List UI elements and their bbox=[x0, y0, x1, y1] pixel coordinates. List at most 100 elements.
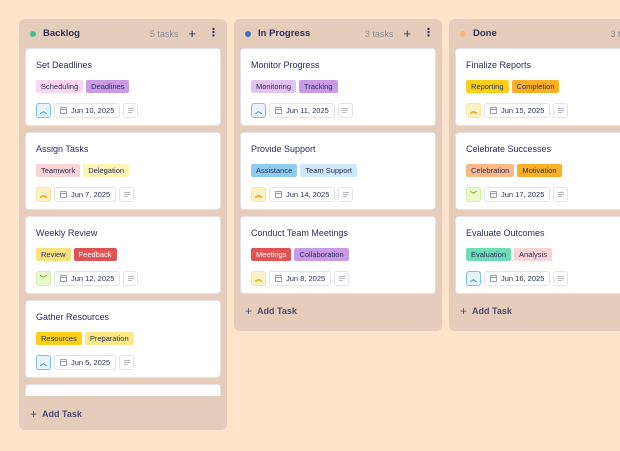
due-date[interactable]: Jun 16, 2025 bbox=[484, 271, 551, 286]
task-title: Assign Tasks bbox=[36, 144, 89, 154]
tag: Reporting bbox=[466, 80, 509, 93]
tag: Collaboration bbox=[294, 248, 349, 261]
more-options-icon[interactable]: ⋮ bbox=[208, 27, 219, 39]
task-count: 5 tasks bbox=[149, 28, 179, 39]
due-date-label: Jun 12, 2025 bbox=[71, 274, 115, 283]
tag: Scheduling bbox=[36, 80, 84, 93]
status-dot-icon bbox=[245, 30, 251, 37]
tag: Tracking bbox=[299, 80, 338, 93]
description-icon[interactable] bbox=[337, 103, 353, 118]
task-title: Finalize Reports bbox=[466, 60, 532, 70]
description-icon[interactable] bbox=[334, 271, 350, 286]
due-date[interactable]: Jun 11, 2025 bbox=[269, 103, 335, 118]
priority-chevron-up-icon[interactable]: ︿ bbox=[251, 103, 266, 118]
add-task-button[interactable]: + Add Task bbox=[449, 294, 620, 327]
tag: Teamwork bbox=[36, 164, 81, 177]
task-card[interactable]: Celebrate Successes Celebration Motivati… bbox=[455, 132, 620, 210]
description-icon[interactable] bbox=[119, 355, 135, 370]
tag: Completion bbox=[511, 80, 560, 93]
calendar-icon bbox=[60, 359, 67, 366]
task-count: 3 tasks bbox=[610, 28, 620, 39]
due-date[interactable]: Jun 17, 2025 bbox=[484, 187, 551, 202]
due-date-label: Jun 8, 2025 bbox=[286, 274, 326, 283]
card-list: Monitor Progress Monitoring Tracking ︿ J… bbox=[234, 48, 442, 294]
calendar-icon bbox=[60, 107, 67, 114]
task-card[interactable]: Assign Tasks Teamwork Delegation ︽ Jun 7… bbox=[25, 132, 221, 210]
task-card[interactable]: Evaluate Outcomes Evaluation Analysis ︿ … bbox=[455, 216, 620, 294]
tag: Celebration bbox=[466, 164, 515, 177]
card-list: Finalize Reports Reporting Completion ︽ … bbox=[449, 48, 620, 294]
due-date[interactable]: Jun 5, 2025 bbox=[54, 355, 117, 370]
tag: Delegation bbox=[83, 164, 130, 177]
due-date[interactable]: Jun 7, 2025 bbox=[54, 187, 117, 202]
task-title: Celebrate Successes bbox=[466, 144, 552, 154]
due-date-label: Jun 11, 2025 bbox=[286, 106, 329, 115]
task-card[interactable]: Monitor Progress Monitoring Tracking ︿ J… bbox=[240, 48, 436, 126]
due-date[interactable]: Jun 10, 2025 bbox=[54, 103, 121, 118]
add-icon[interactable]: + bbox=[403, 26, 411, 41]
due-date[interactable]: Jun 12, 2025 bbox=[54, 271, 121, 286]
calendar-icon bbox=[275, 275, 282, 282]
task-title: Gather Resources bbox=[36, 312, 110, 322]
calendar-icon bbox=[275, 107, 282, 114]
status-dot-icon bbox=[30, 30, 36, 37]
due-date-label: Jun 15, 2025 bbox=[501, 106, 545, 115]
task-card[interactable]: Weekly Review Review Feedback ﹀ Jun 12, … bbox=[25, 216, 221, 294]
due-date-label: Jun 10, 2025 bbox=[71, 106, 115, 115]
task-card[interactable]: Finalize Reports Reporting Completion ︽ … bbox=[455, 48, 620, 126]
task-title: Set Deadlines bbox=[36, 60, 93, 70]
add-task-label: Add Task bbox=[257, 305, 297, 316]
column-title: Done bbox=[473, 28, 497, 39]
description-icon[interactable] bbox=[553, 103, 569, 118]
column-header: In Progress 3 tasks + ⋮ bbox=[234, 19, 442, 48]
add-task-label: Add Task bbox=[472, 305, 512, 316]
column-header: Done 3 tasks bbox=[449, 19, 620, 48]
priority-chevron-down-icon[interactable]: ﹀ bbox=[466, 187, 481, 202]
due-date-label: Jun 14, 2025 bbox=[286, 190, 330, 199]
description-icon[interactable] bbox=[123, 271, 139, 286]
tag: Review bbox=[36, 248, 71, 261]
tag: Team Support bbox=[300, 164, 357, 177]
calendar-icon bbox=[60, 275, 67, 282]
tag: Feedback bbox=[73, 248, 117, 261]
column-title: In Progress bbox=[258, 28, 311, 39]
plus-icon: + bbox=[30, 406, 38, 421]
priority-chevron-up-icon[interactable]: ︿ bbox=[36, 355, 51, 370]
priority-double-chevron-up-icon[interactable]: ︽ bbox=[36, 187, 51, 202]
tag: Deadlines bbox=[86, 80, 130, 93]
description-icon[interactable] bbox=[119, 187, 135, 202]
priority-double-chevron-up-icon[interactable]: ︽ bbox=[251, 271, 266, 286]
description-icon[interactable] bbox=[338, 187, 354, 202]
more-options-icon[interactable]: ⋮ bbox=[423, 27, 434, 39]
due-date-label: Jun 17, 2025 bbox=[501, 190, 545, 199]
plus-icon: + bbox=[245, 303, 253, 318]
column-header: Backlog 5 tasks + ⋮ bbox=[19, 19, 227, 48]
priority-double-chevron-up-icon[interactable]: ︽ bbox=[251, 187, 266, 202]
priority-double-chevron-up-icon[interactable]: ︽ bbox=[466, 103, 481, 118]
task-title: Evaluate Outcomes bbox=[466, 228, 545, 238]
priority-chevron-up-icon[interactable]: ︿ bbox=[466, 271, 481, 286]
description-icon[interactable] bbox=[123, 103, 139, 118]
tag: Analysis bbox=[514, 248, 552, 261]
task-title: Provide Support bbox=[251, 144, 316, 154]
description-icon[interactable] bbox=[553, 187, 569, 202]
due-date[interactable]: Jun 14, 2025 bbox=[269, 187, 336, 202]
add-task-button[interactable]: + Add Task bbox=[19, 397, 227, 430]
priority-chevron-up-icon[interactable]: ︿ bbox=[36, 103, 51, 118]
task-card[interactable]: Set Deadlines Scheduling Deadlines ︿ Jun… bbox=[25, 48, 221, 126]
calendar-icon bbox=[490, 107, 497, 114]
task-card[interactable]: Conduct Team Meetings Meetings Collabora… bbox=[240, 216, 436, 294]
add-icon[interactable]: + bbox=[188, 26, 196, 41]
priority-chevron-down-icon[interactable]: ﹀ bbox=[36, 271, 51, 286]
tag: Monitoring bbox=[251, 80, 297, 93]
column-title: Backlog bbox=[43, 28, 80, 39]
task-card[interactable]: Gather Resources Resources Preparation ︿… bbox=[25, 300, 221, 378]
due-date[interactable]: Jun 8, 2025 bbox=[269, 271, 332, 286]
task-card-partial[interactable] bbox=[25, 384, 221, 396]
description-icon[interactable] bbox=[553, 271, 569, 286]
calendar-icon bbox=[275, 191, 282, 198]
add-task-button[interactable]: + Add Task bbox=[234, 294, 442, 327]
tag: Assistance bbox=[251, 164, 298, 177]
task-card[interactable]: Provide Support Assistance Team Support … bbox=[240, 132, 436, 210]
due-date[interactable]: Jun 15, 2025 bbox=[484, 103, 551, 118]
